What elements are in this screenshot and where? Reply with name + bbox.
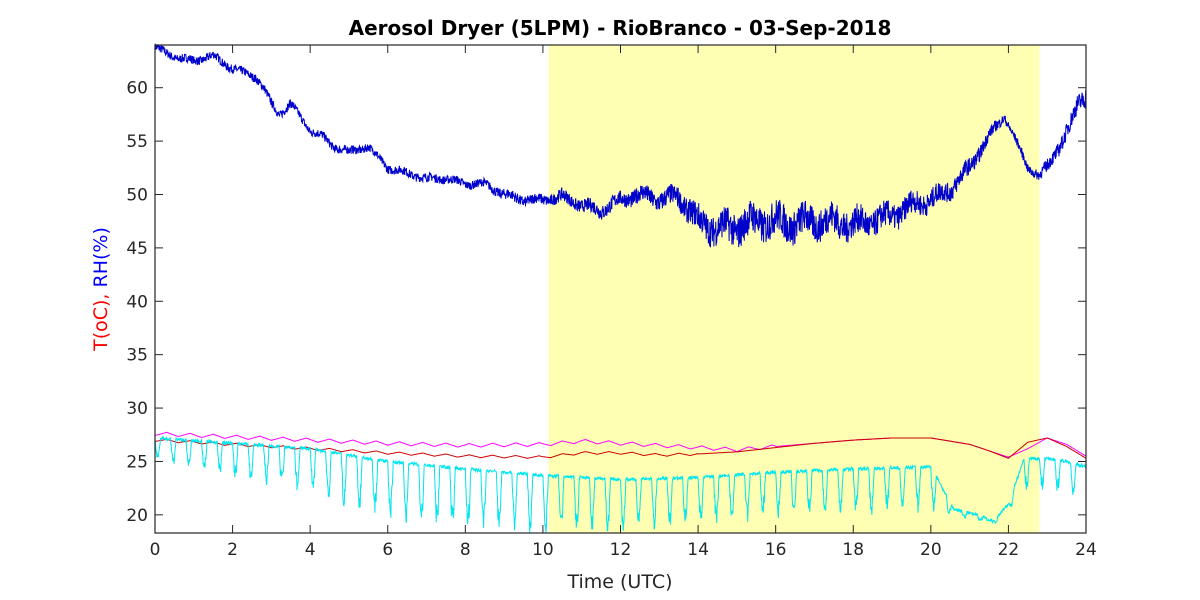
y-tick-label: 60 [126,79,148,99]
x-tick-label: 12 [610,540,632,560]
plot-area [154,43,1087,534]
y-tick-label: 40 [126,292,148,312]
y-tick-label: 25 [126,452,148,472]
x-tick-label: 24 [1075,540,1097,560]
x-tick-label: 6 [382,540,393,560]
y-tick-label: 45 [126,239,148,259]
x-tick-label: 4 [305,540,316,560]
y-tick-label: 20 [126,506,148,526]
series-line-cyan [154,435,1087,534]
series-line-rh [154,43,1087,248]
x-tick-label: 16 [765,540,787,560]
y-axis-label: T(oC), RH(%) [90,227,112,352]
x-tick-label: 18 [842,540,864,560]
y-axis-label-part: T(oC), [90,287,112,351]
y-axis-label-part: RH(%) [90,227,112,287]
x-tick-label: 2 [227,540,238,560]
chart-title: Aerosol Dryer (5LPM) - RioBranco - 03-Se… [349,16,892,40]
y-tick-label: 30 [126,399,148,419]
x-tick-label: 14 [687,540,709,560]
highlight-region [548,45,1040,533]
x-tick-label: 8 [460,540,471,560]
x-tick-label: 22 [998,540,1020,560]
x-tick-label: 20 [920,540,942,560]
x-axis-label: Time (UTC) [566,571,672,593]
y-tick-label: 55 [126,132,148,152]
x-tick-label: 0 [150,540,161,560]
y-tick-label: 50 [126,185,148,205]
y-tick-label: 35 [126,346,148,366]
x-tick-label: 10 [532,540,554,560]
